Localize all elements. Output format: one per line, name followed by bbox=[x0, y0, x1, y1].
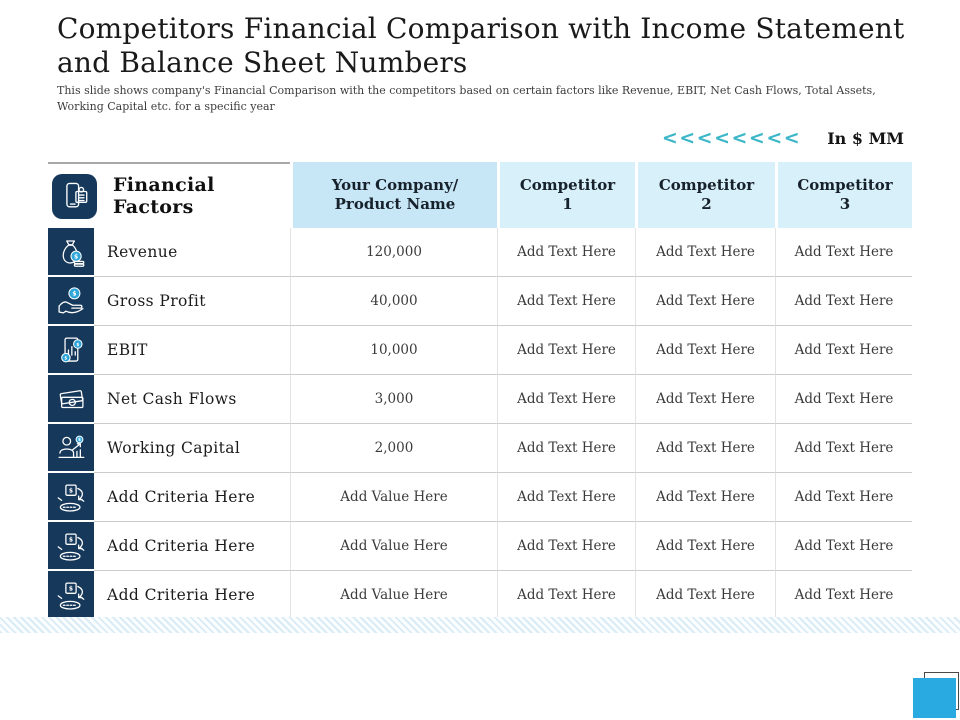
comparison-table: Financial Factors Your Company/ Product … bbox=[48, 162, 912, 620]
competitor-value-cell[interactable]: Add Text Here bbox=[497, 277, 635, 326]
row-label[interactable]: Net Cash Flows bbox=[94, 375, 290, 424]
competitor-value-cell[interactable]: Add Text Here bbox=[775, 277, 912, 326]
competitor-value-cell[interactable]: Add Text Here bbox=[497, 522, 635, 571]
row-label[interactable]: Add Criteria Here bbox=[94, 571, 290, 620]
company-value-cell[interactable]: 10,000 bbox=[290, 326, 497, 375]
competitor-value-cell[interactable]: Add Text Here bbox=[775, 571, 912, 620]
row-label[interactable]: EBIT bbox=[94, 326, 290, 375]
competitor-value-cell[interactable]: Add Text Here bbox=[635, 424, 775, 473]
competitor-value-cell[interactable]: Add Text Here bbox=[497, 326, 635, 375]
competitor-value-cell[interactable]: Add Text Here bbox=[497, 228, 635, 277]
row-label[interactable]: Add Criteria Here bbox=[94, 473, 290, 522]
factor-header-label: Financial Factors bbox=[113, 174, 215, 218]
competitor-value-cell[interactable]: Add Text Here bbox=[775, 326, 912, 375]
factor-header-cell: Financial Factors bbox=[48, 162, 290, 228]
row-label[interactable]: Working Capital bbox=[94, 424, 290, 473]
dollar-platform-icon bbox=[48, 571, 94, 620]
units-row: <<<<<<<< In $ MM bbox=[661, 127, 904, 149]
competitor-value-cell[interactable]: Add Text Here bbox=[497, 571, 635, 620]
company-value-cell[interactable]: Add Value Here bbox=[290, 522, 497, 571]
page-subtitle: This slide shows company's Financial Com… bbox=[57, 84, 876, 113]
column-header-competitor-2[interactable]: Competitor 2 bbox=[635, 162, 775, 228]
competitor-value-cell[interactable]: Add Text Here bbox=[497, 375, 635, 424]
banknotes-icon bbox=[48, 375, 94, 424]
company-value-cell[interactable]: 3,000 bbox=[290, 375, 497, 424]
company-value-cell[interactable]: 120,000 bbox=[290, 228, 497, 277]
competitor-value-cell[interactable]: Add Text Here bbox=[635, 228, 775, 277]
page-title: Competitors Financial Comparison with In… bbox=[57, 12, 905, 79]
competitor-value-cell[interactable]: Add Text Here bbox=[497, 424, 635, 473]
competitor-value-cell[interactable]: Add Text Here bbox=[775, 473, 912, 522]
dollar-platform-icon bbox=[48, 473, 94, 522]
company-value-cell[interactable]: Add Value Here bbox=[290, 473, 497, 522]
competitor-value-cell[interactable]: Add Text Here bbox=[775, 424, 912, 473]
competitor-value-cell[interactable]: Add Text Here bbox=[635, 571, 775, 620]
dollar-platform-icon bbox=[48, 522, 94, 571]
column-header-competitor-1[interactable]: Competitor 1 bbox=[497, 162, 635, 228]
stripe-band-decoration bbox=[0, 617, 960, 633]
person-growth-icon bbox=[48, 424, 94, 473]
company-value-cell[interactable]: 40,000 bbox=[290, 277, 497, 326]
title-block: Competitors Financial Comparison with In… bbox=[57, 12, 931, 114]
competitor-value-cell[interactable]: Add Text Here bbox=[775, 375, 912, 424]
units-label: In $ MM bbox=[827, 129, 904, 148]
company-value-cell[interactable]: 2,000 bbox=[290, 424, 497, 473]
calculator-phone-icon bbox=[52, 173, 97, 219]
competitor-value-cell[interactable]: Add Text Here bbox=[775, 522, 912, 571]
money-bag-icon bbox=[48, 228, 94, 277]
competitor-value-cell[interactable]: Add Text Here bbox=[775, 228, 912, 277]
chevron-decoration: <<<<<<<< bbox=[661, 127, 802, 149]
column-header-competitor-3[interactable]: Competitor 3 bbox=[775, 162, 912, 228]
competitor-value-cell[interactable]: Add Text Here bbox=[635, 375, 775, 424]
corner-accent-square bbox=[913, 678, 956, 718]
competitor-value-cell[interactable]: Add Text Here bbox=[635, 277, 775, 326]
company-value-cell[interactable]: Add Value Here bbox=[290, 571, 497, 620]
row-label[interactable]: Gross Profit bbox=[94, 277, 290, 326]
column-header-company[interactable]: Your Company/ Product Name bbox=[290, 162, 497, 228]
row-label[interactable]: Revenue bbox=[94, 228, 290, 277]
row-label[interactable]: Add Criteria Here bbox=[94, 522, 290, 571]
competitor-value-cell[interactable]: Add Text Here bbox=[635, 522, 775, 571]
competitor-value-cell[interactable]: Add Text Here bbox=[497, 473, 635, 522]
receipt-coins-icon bbox=[48, 326, 94, 375]
competitor-value-cell[interactable]: Add Text Here bbox=[635, 326, 775, 375]
competitor-value-cell[interactable]: Add Text Here bbox=[635, 473, 775, 522]
hand-coin-icon bbox=[48, 277, 94, 326]
